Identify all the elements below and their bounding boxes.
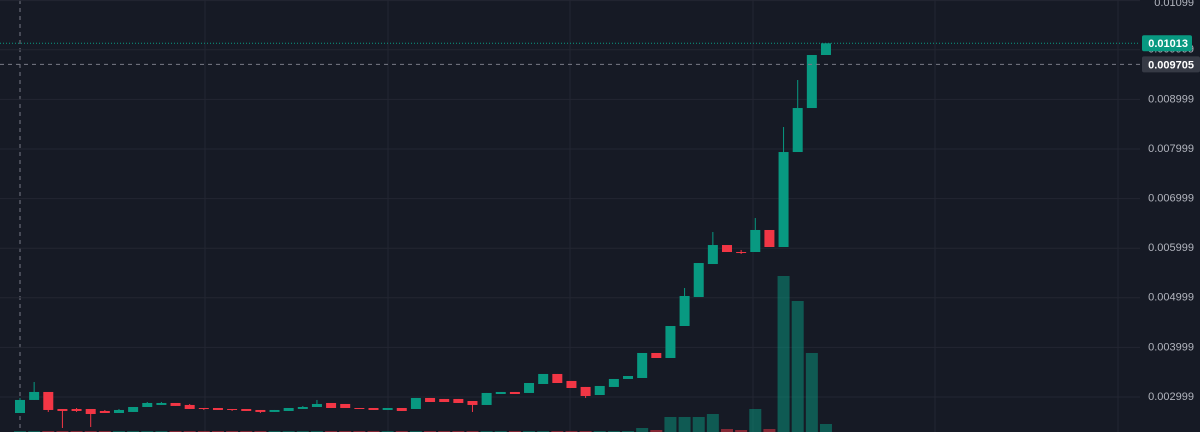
volume-bar: [636, 428, 649, 432]
volume-bar: [791, 301, 804, 432]
candle-body: [396, 407, 407, 411]
candle-body: [623, 376, 634, 379]
volume-bar: [706, 414, 719, 432]
y-tick-label: 0.006999: [1148, 192, 1194, 204]
volume-bar: [819, 424, 832, 432]
candle-body: [85, 408, 96, 414]
candle-body: [184, 404, 195, 409]
candle-body: [113, 409, 124, 414]
candle-body: [311, 403, 322, 408]
y-tick-label: 0.003999: [1148, 341, 1194, 353]
volume-bar: [735, 430, 748, 432]
candle-body: [170, 402, 181, 406]
volume-bar: [777, 276, 790, 432]
candle-body: [212, 407, 223, 410]
candle-body: [552, 373, 563, 383]
candle-body: [722, 245, 732, 253]
candle-body: [99, 410, 110, 414]
y-tick-label: 0.005999: [1148, 242, 1194, 254]
candle-body: [255, 409, 266, 412]
candle-body: [43, 391, 54, 410]
candle-body: [580, 386, 591, 396]
candle-body: [637, 352, 648, 378]
volume-bar: [763, 429, 776, 432]
y-tick-label: 0.01099: [1154, 0, 1194, 9]
crosshair-price-label: 0.009705: [1148, 59, 1194, 71]
candle-body: [29, 391, 40, 400]
candle-body: [57, 408, 68, 411]
candle-body: [806, 55, 817, 109]
last-price-box: [1142, 35, 1192, 52]
y-tick-label: 0.004999: [1148, 292, 1194, 304]
candle-body: [495, 391, 506, 395]
candle-body: [354, 407, 365, 409]
candle-body: [509, 391, 520, 395]
candle-body: [693, 263, 704, 297]
vertical-grid: [204, 0, 1119, 432]
candle-body: [778, 152, 789, 247]
candle-body: [425, 397, 436, 402]
volume-bar: [650, 430, 663, 432]
candle-body: [297, 407, 308, 409]
candle-body: [227, 408, 238, 410]
crosshair-price-box: [1142, 56, 1200, 73]
candle-body: [368, 407, 379, 410]
volume-bar: [692, 417, 705, 432]
y-tick-label: 0.007999: [1148, 143, 1194, 155]
volume-bar: [721, 429, 733, 432]
candle-body: [538, 373, 549, 384]
candle-body: [679, 296, 690, 327]
candle-body: [764, 229, 775, 247]
last-price-label: 0.01013: [1148, 38, 1188, 50]
y-tick-label: 0.002999: [1148, 391, 1194, 403]
candle-body: [651, 352, 662, 358]
candle-body: [439, 398, 450, 402]
candle-body: [128, 407, 139, 412]
candle-body: [269, 409, 280, 412]
candle-body: [410, 397, 421, 409]
candle-body: [340, 403, 351, 408]
candle-body: [142, 402, 153, 408]
candle-body: [736, 252, 747, 254]
volume-bar: [678, 417, 691, 432]
candle-body: [283, 407, 294, 411]
candle-body: [707, 245, 718, 265]
candle-body: [665, 326, 676, 358]
candle-body: [481, 392, 492, 405]
candle-body: [566, 380, 577, 389]
candle-body: [524, 382, 535, 393]
candle-body: [750, 229, 761, 253]
candle-body: [156, 402, 167, 405]
y-tick-label: 0.008999: [1148, 93, 1194, 105]
candle-body: [71, 408, 82, 411]
candle-body: [792, 108, 803, 153]
candle-body: [382, 407, 393, 410]
volume-bar: [749, 409, 762, 432]
volume-bar: [664, 417, 677, 432]
candle-body: [241, 408, 252, 411]
candle-body: [326, 402, 337, 408]
candle-body: [453, 398, 464, 403]
candle-body: [608, 378, 619, 387]
candle-body: [594, 385, 605, 395]
candle-body: [467, 401, 478, 405]
candle-body: [820, 43, 831, 56]
candle-body: [198, 407, 209, 409]
volume-bar: [805, 353, 818, 432]
candle-body: [15, 399, 25, 414]
